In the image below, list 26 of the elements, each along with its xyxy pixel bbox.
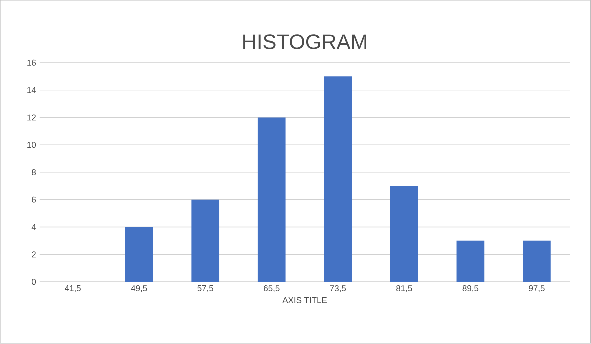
y-tick-label: 12 xyxy=(28,114,36,121)
x-tick-label: 65,5 xyxy=(264,286,280,293)
bar xyxy=(523,240,551,282)
x-tick-label: 89,5 xyxy=(462,286,479,293)
x-tick-label: 73,5 xyxy=(330,286,346,293)
bar xyxy=(258,118,286,282)
y-tick-label: 0 xyxy=(32,279,36,286)
chart-title: HISTOGRAM xyxy=(244,34,366,50)
y-tick-label: 16 xyxy=(28,60,36,66)
y-tick-label: 6 xyxy=(32,196,36,203)
bar xyxy=(192,200,220,282)
bar xyxy=(324,76,352,282)
y-tick-label: 8 xyxy=(32,170,36,176)
x-tick-label: 49,5 xyxy=(131,286,148,293)
bar xyxy=(390,186,418,282)
y-tick-label: 4 xyxy=(32,224,36,230)
y-tick-label: 10 xyxy=(28,142,36,148)
bar xyxy=(456,240,485,282)
bar xyxy=(125,227,154,282)
y-tick-label: 14 xyxy=(28,87,36,94)
x-tick-label: 41,5 xyxy=(64,286,81,292)
x-tick-label: 97,5 xyxy=(529,286,545,293)
x-axis-title: AXIS TITLE xyxy=(282,297,327,304)
y-tick-label: 2 xyxy=(32,252,36,258)
x-tick-label: 81,5 xyxy=(396,286,412,293)
x-tick-label: 57,5 xyxy=(198,286,214,292)
